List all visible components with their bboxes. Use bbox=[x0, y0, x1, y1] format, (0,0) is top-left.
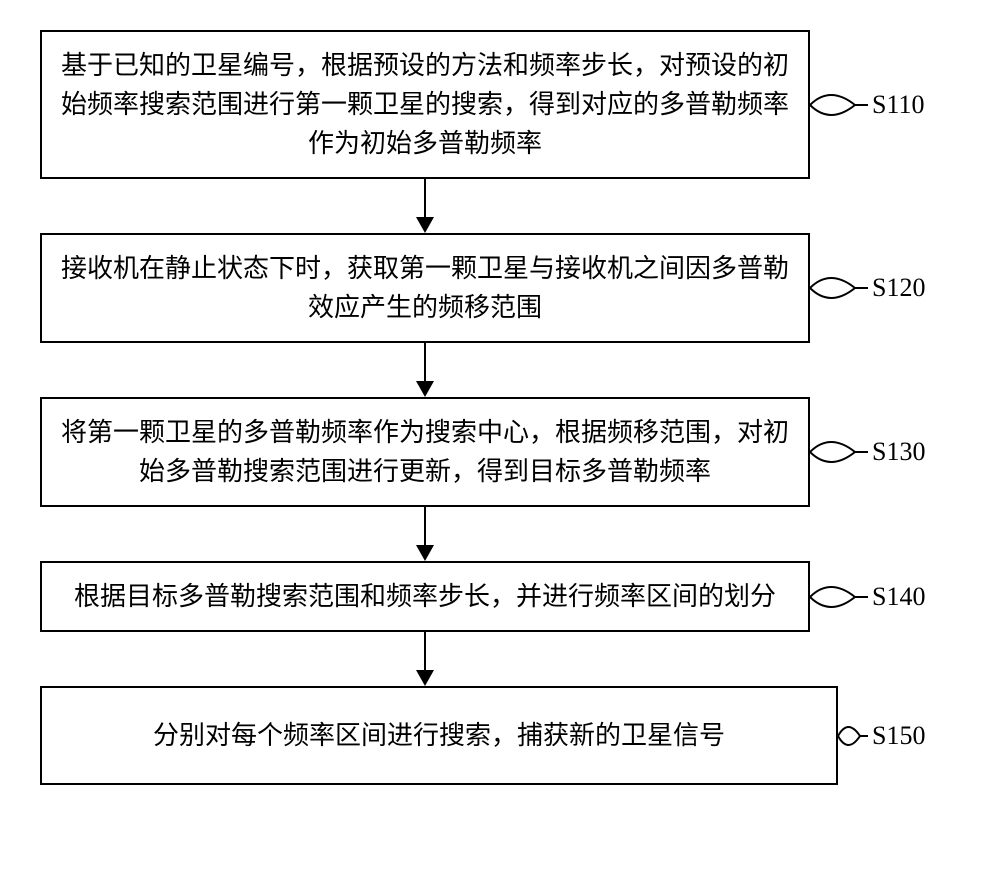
step-box-2: 接收机在静止状态下时，获取第一颗卫星与接收机之间因多普勒效应产生的频移范围 bbox=[40, 233, 810, 343]
step-row-3: 将第一颗卫星的多普勒频率作为搜索中心，根据频移范围，对初始多普勒搜索范围进行更新… bbox=[40, 397, 960, 507]
arrow-4 bbox=[416, 632, 434, 686]
step-label-1: S110 bbox=[872, 90, 925, 120]
step-label-5: S150 bbox=[872, 721, 925, 751]
connector-5: S150 bbox=[838, 716, 925, 756]
connector-1: S110 bbox=[810, 85, 925, 125]
step-box-3: 将第一颗卫星的多普勒频率作为搜索中心，根据频移范围，对初始多普勒搜索范围进行更新… bbox=[40, 397, 810, 507]
curve-connector bbox=[810, 432, 868, 472]
step-box-4: 根据目标多普勒搜索范围和频率步长，并进行频率区间的划分 bbox=[40, 561, 810, 632]
step-row-5: 分别对每个频率区间进行搜索，捕获新的卫星信号 S150 bbox=[40, 686, 960, 785]
step-box-1: 基于已知的卫星编号，根据预设的方法和频率步长，对预设的初始频率搜索范围进行第一颗… bbox=[40, 30, 810, 179]
arrow-2 bbox=[416, 343, 434, 397]
arrow-3 bbox=[416, 507, 434, 561]
step-row-4: 根据目标多普勒搜索范围和频率步长，并进行频率区间的划分 S140 bbox=[40, 561, 960, 632]
connector-3: S130 bbox=[810, 432, 925, 472]
step-row-1: 基于已知的卫星编号，根据预设的方法和频率步长，对预设的初始频率搜索范围进行第一颗… bbox=[40, 30, 960, 179]
curve-connector bbox=[838, 716, 868, 756]
step-label-3: S130 bbox=[872, 437, 925, 467]
step-label-2: S120 bbox=[872, 273, 925, 303]
connector-2: S120 bbox=[810, 268, 925, 308]
connector-4: S140 bbox=[810, 577, 925, 617]
curve-connector bbox=[810, 577, 868, 617]
arrow-1 bbox=[416, 179, 434, 233]
step-box-5: 分别对每个频率区间进行搜索，捕获新的卫星信号 bbox=[40, 686, 838, 785]
curve-connector bbox=[810, 268, 868, 308]
curve-connector bbox=[810, 85, 868, 125]
step-label-4: S140 bbox=[872, 582, 925, 612]
flowchart-container: 基于已知的卫星编号，根据预设的方法和频率步长，对预设的初始频率搜索范围进行第一颗… bbox=[40, 30, 960, 785]
step-row-2: 接收机在静止状态下时，获取第一颗卫星与接收机之间因多普勒效应产生的频移范围 S1… bbox=[40, 233, 960, 343]
